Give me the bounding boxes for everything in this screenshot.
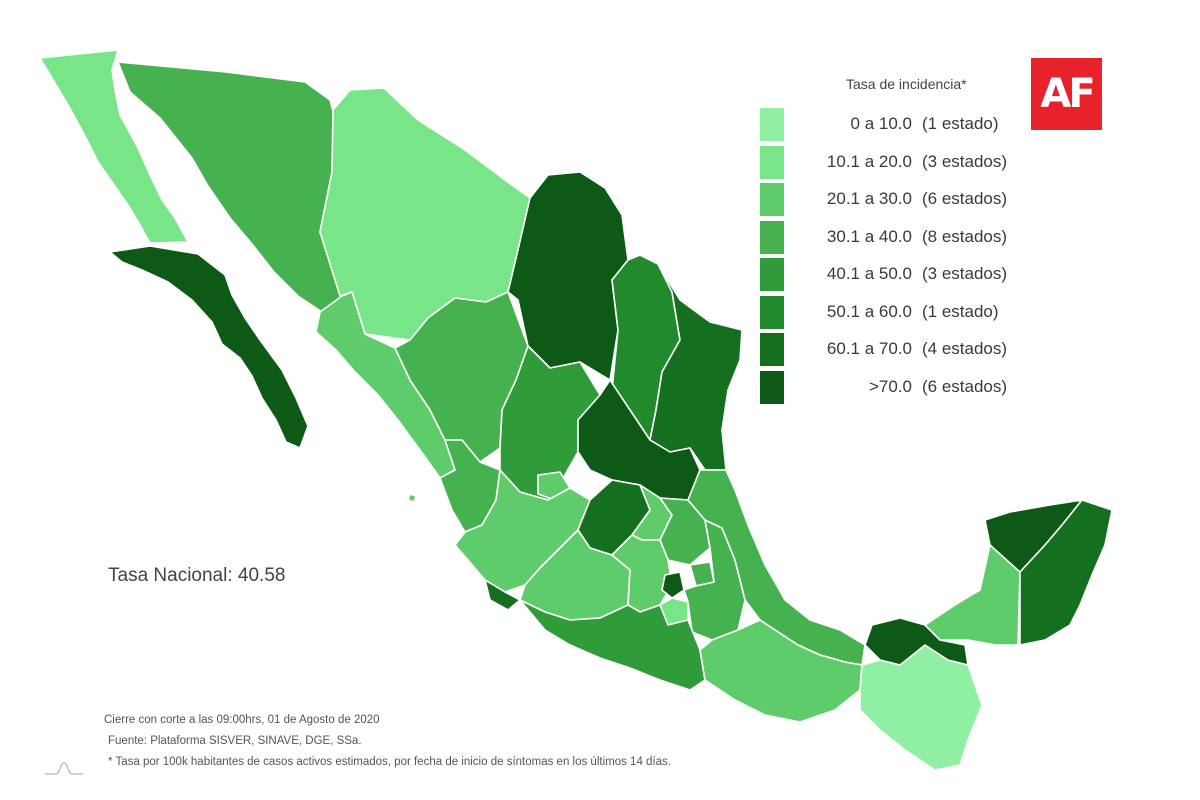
state-coahuila (507, 171, 629, 381)
legend-range: >70.0 (868, 376, 912, 396)
legend-range: 10.1 a 20.0 (826, 151, 912, 171)
legend-count: (3 estados) (922, 151, 1008, 171)
legend-swatch (760, 370, 784, 404)
state-ciudad-de-mexico (661, 571, 685, 599)
legend-item: 10.1 a 20.0 (3 estados) (760, 145, 1040, 184)
legend-count: (6 estados) (922, 376, 1008, 396)
legend-range: 60.1 a 70.0 (826, 339, 912, 358)
state-zacatecas (499, 345, 601, 501)
legend-count: (8 estados) (922, 226, 1008, 246)
legend-range: 30.1 a 40.0 (826, 226, 912, 246)
state-baja-california (39, 49, 189, 244)
legend-swatch (760, 220, 784, 254)
legend-item: 50.1 a 60.0 (1 estado) (760, 295, 1040, 334)
legend-title: Tasa de incidencia* (846, 76, 967, 92)
state-colima (484, 579, 521, 611)
footnotes: Cierre con corte a las 09:00hrs, 01 de A… (104, 710, 671, 773)
footnote-source: Fuente: Plataforma SISVER, SINAVE, DGE, … (108, 735, 362, 747)
legend-count: (1 estado) (922, 114, 999, 133)
legend-range: 20.1 a 30.0 (826, 189, 912, 208)
af-logo: AF (1031, 58, 1102, 130)
legend-swatch (760, 183, 784, 216)
state-tabasco (864, 617, 969, 666)
state-sonora (117, 61, 343, 313)
legend-range: 0 a 10.0 (850, 114, 912, 133)
legend-range: 40.1 a 50.0 (826, 264, 912, 283)
legend-item: 20.1 a 30.0 (6 estados) (760, 183, 1040, 221)
legend-swatch (760, 145, 784, 179)
footnote-cutoff: Cierre con corte a las 09:00hrs, 01 de A… (104, 714, 380, 726)
legend-item: >70.0 (6 estados) (760, 370, 1040, 409)
legend-count: (4 estados) (922, 339, 1008, 358)
legend-item: 60.1 a 70.0 (4 estados) (760, 333, 1040, 371)
legend-swatch (760, 333, 784, 366)
state-baja-california-sur (109, 245, 309, 449)
legend-range: 50.1 a 60.0 (826, 301, 912, 321)
national-rate: Tasa Nacional: 40.58 (108, 565, 286, 586)
legend-swatch (760, 108, 784, 141)
legend-count: (1 estado) (922, 301, 999, 321)
legend-swatch (760, 295, 784, 329)
legend-item: 0 a 10.0 (1 estado) (760, 108, 1040, 146)
legend: 0 a 10.0 (1 estado) 10.1 a 20.0 (3 estad… (760, 108, 1040, 408)
curve-icon (45, 762, 83, 775)
state-oaxaca (699, 619, 863, 723)
footnote-note: * Tasa por 100k habitantes de casos acti… (108, 756, 671, 768)
legend-swatch (760, 258, 784, 291)
state-guerrero (519, 599, 706, 691)
state-quintana-roo (1019, 499, 1113, 646)
legend-item: 40.1 a 50.0 (3 estados) (760, 258, 1040, 296)
legend-count: (3 estados) (922, 264, 1008, 283)
island-marker (407, 493, 417, 503)
legend-count: (6 estados) (922, 189, 1008, 208)
state-campeche (924, 544, 1021, 646)
legend-item: 30.1 a 40.0 (8 estados) (760, 220, 1040, 259)
